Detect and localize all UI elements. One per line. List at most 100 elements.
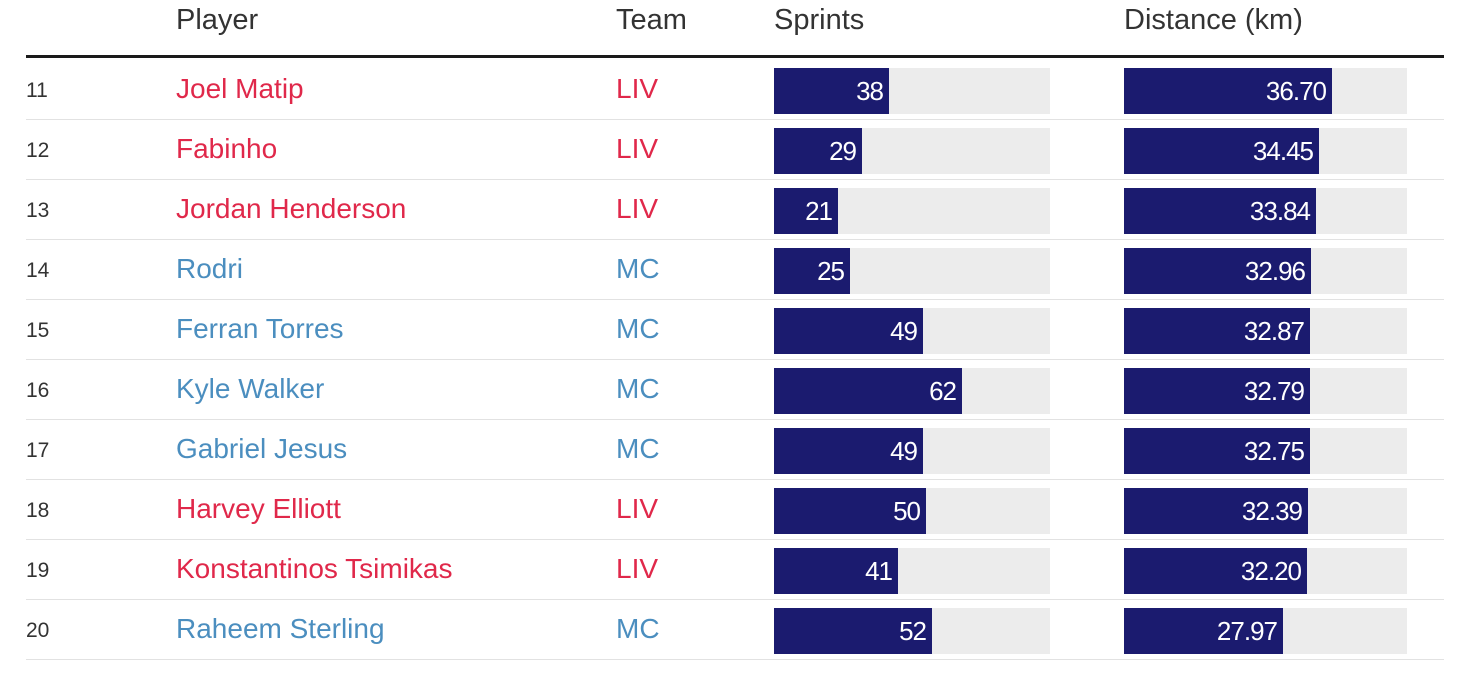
rank-number: 19 — [26, 559, 50, 582]
distance-bar: 32.39 — [1124, 488, 1308, 534]
sprints-bar-track: 49 — [774, 428, 1050, 474]
row-divider — [26, 419, 1444, 420]
distance-bar-track: 32.39 — [1124, 488, 1407, 534]
sprints-bar: 62 — [774, 368, 962, 414]
row-divider — [26, 539, 1444, 540]
distance-value: 27.97 — [1216, 616, 1278, 646]
table-row: 16 Kyle Walker MC 62 32.79 — [0, 360, 1460, 420]
distance-bar: 36.70 — [1124, 68, 1332, 114]
row-divider — [26, 359, 1444, 360]
player-name[interactable]: Raheem Sterling — [176, 613, 385, 644]
sprints-value: 52 — [899, 616, 927, 646]
table-row: 19 Konstantinos Tsimikas LIV 41 32.20 — [0, 540, 1460, 600]
distance-bar-track: 32.87 — [1124, 308, 1407, 354]
rank-number: 16 — [26, 379, 50, 402]
player-name[interactable]: Fabinho — [176, 133, 278, 164]
distance-bar-track: 32.79 — [1124, 368, 1407, 414]
distance-bar-track: 27.97 — [1124, 608, 1407, 654]
header-distance[interactable]: Distance (km) — [1124, 4, 1303, 36]
player-name[interactable]: Ferran Torres — [176, 313, 344, 344]
row-divider — [26, 479, 1444, 480]
team-code: LIV — [616, 73, 659, 104]
sprints-bar: 52 — [774, 608, 932, 654]
sprints-bar: 50 — [774, 488, 926, 534]
team-code: MC — [616, 313, 660, 344]
sprints-bar-track: 62 — [774, 368, 1050, 414]
player-name[interactable]: Konstantinos Tsimikas — [176, 553, 453, 584]
distance-value: 32.39 — [1241, 496, 1303, 526]
table-row: 20 Raheem Sterling MC 52 27.97 — [0, 600, 1460, 660]
sprints-value: 25 — [817, 256, 845, 286]
rank-number: 20 — [26, 619, 50, 642]
sprints-bar-track: 21 — [774, 188, 1050, 234]
sprints-bar: 21 — [774, 188, 838, 234]
sprints-bar-track: 41 — [774, 548, 1050, 594]
distance-bar: 32.75 — [1124, 428, 1310, 474]
sprints-bar: 25 — [774, 248, 850, 294]
sprints-bar: 29 — [774, 128, 862, 174]
player-name[interactable]: Kyle Walker — [176, 373, 325, 404]
header-team[interactable]: Team — [616, 4, 687, 36]
distance-bar-track: 32.75 — [1124, 428, 1407, 474]
distance-bar-track: 36.70 — [1124, 68, 1407, 114]
team-code: LIV — [616, 193, 659, 224]
sprints-value: 38 — [856, 76, 884, 106]
rank-number: 18 — [26, 499, 50, 522]
team-code: MC — [616, 613, 660, 644]
rank-number: 12 — [26, 139, 50, 162]
row-divider — [26, 299, 1444, 300]
player-name[interactable]: Gabriel Jesus — [176, 433, 348, 464]
distance-bar-track: 33.84 — [1124, 188, 1407, 234]
sprints-value: 41 — [865, 556, 893, 586]
team-code: LIV — [616, 493, 659, 524]
distance-bar-track: 32.20 — [1124, 548, 1407, 594]
distance-bar: 34.45 — [1124, 128, 1319, 174]
header-sprints[interactable]: Sprints — [774, 4, 865, 36]
rank-number: 13 — [26, 199, 50, 222]
distance-bar: 32.87 — [1124, 308, 1310, 354]
table-row: 12 Fabinho LIV 29 34.45 — [0, 120, 1460, 180]
distance-bar-track: 32.96 — [1124, 248, 1407, 294]
team-code: MC — [616, 433, 660, 464]
team-code: LIV — [616, 133, 659, 164]
sprints-bar: 49 — [774, 428, 923, 474]
sprints-bar: 49 — [774, 308, 923, 354]
row-divider — [26, 179, 1444, 180]
table-header: Player Team Sprints Distance (km) — [0, 0, 1460, 58]
distance-bar: 33.84 — [1124, 188, 1316, 234]
header-player[interactable]: Player — [176, 4, 259, 36]
row-divider — [26, 659, 1444, 660]
sprints-value: 49 — [890, 436, 918, 466]
distance-value: 34.45 — [1252, 136, 1314, 166]
sprints-bar-track: 38 — [774, 68, 1050, 114]
sprints-bar-track: 52 — [774, 608, 1050, 654]
distance-value: 33.84 — [1249, 196, 1311, 226]
rank-number: 11 — [26, 79, 48, 102]
row-divider — [26, 599, 1444, 600]
distance-bar-track: 34.45 — [1124, 128, 1407, 174]
sprints-value: 62 — [929, 376, 957, 406]
table-row: 18 Harvey Elliott LIV 50 32.39 — [0, 480, 1460, 540]
distance-value: 32.96 — [1244, 256, 1306, 286]
rank-number: 17 — [26, 439, 50, 462]
team-code: MC — [616, 253, 660, 284]
distance-bar: 32.20 — [1124, 548, 1307, 594]
sprints-value: 50 — [893, 496, 921, 526]
distance-value: 32.79 — [1243, 376, 1305, 406]
sprints-bar-track: 49 — [774, 308, 1050, 354]
sprints-value: 21 — [805, 196, 833, 226]
distance-bar: 32.96 — [1124, 248, 1311, 294]
player-name[interactable]: Harvey Elliott — [176, 493, 341, 524]
distance-value: 32.75 — [1243, 436, 1305, 466]
distance-value: 32.87 — [1243, 316, 1305, 346]
table-row: 13 Jordan Henderson LIV 21 33.84 — [0, 180, 1460, 240]
rank-number: 15 — [26, 319, 50, 342]
row-divider — [26, 119, 1444, 120]
table-row: 17 Gabriel Jesus MC 49 32.75 — [0, 420, 1460, 480]
sprints-bar-track: 50 — [774, 488, 1050, 534]
player-name[interactable]: Rodri — [176, 253, 243, 284]
table-row: 11 Joel Matip LIV 38 36.70 — [0, 60, 1460, 120]
sprints-value: 29 — [829, 136, 857, 166]
player-name[interactable]: Joel Matip — [176, 73, 304, 104]
player-name[interactable]: Jordan Henderson — [176, 193, 407, 224]
